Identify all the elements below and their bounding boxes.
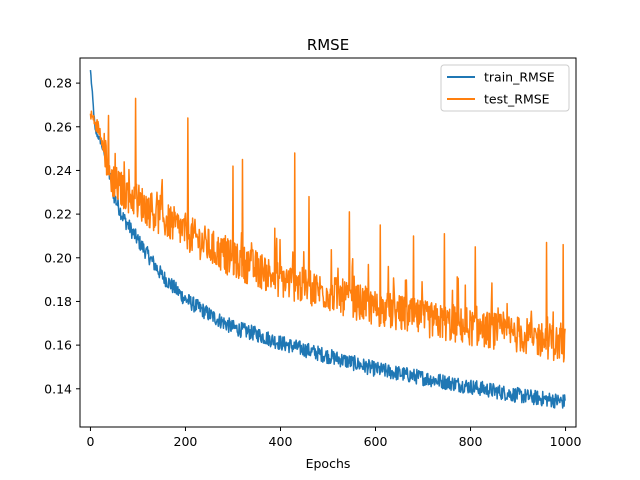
legend: train_RMSE test_RMSE bbox=[440, 64, 570, 112]
x-axis: 0 200 400 600 800 1000 bbox=[86, 427, 582, 449]
y-tick-label: 0.24 bbox=[44, 163, 72, 178]
x-tick-label: 400 bbox=[269, 434, 293, 449]
y-axis: 0.14 0.16 0.18 0.20 0.22 0.24 0.26 0.28 bbox=[44, 76, 80, 396]
series-line-train-rmse bbox=[89, 69, 566, 409]
axes-frame bbox=[79, 57, 577, 428]
legend-label-train-rmse: train_RMSE bbox=[484, 70, 555, 85]
y-tick-label: 0.20 bbox=[44, 250, 72, 265]
y-tick-label: 0.26 bbox=[44, 119, 72, 134]
x-tick-label: 600 bbox=[364, 434, 388, 449]
x-tick-label: 0 bbox=[86, 434, 94, 449]
x-tick-label: 200 bbox=[174, 434, 198, 449]
y-tick-label: 0.14 bbox=[44, 381, 72, 396]
x-tick-label: 1000 bbox=[550, 434, 582, 449]
y-tick-label: 0.28 bbox=[44, 76, 72, 91]
legend-label-test-rmse: test_RMSE bbox=[484, 92, 550, 107]
y-tick-label: 0.22 bbox=[44, 207, 72, 222]
y-tick-label: 0.18 bbox=[44, 294, 72, 309]
x-axis-label: Epochs bbox=[306, 456, 351, 471]
series-line-test-rmse bbox=[89, 97, 566, 363]
chart-title: RMSE bbox=[307, 36, 349, 54]
x-tick-label: 800 bbox=[459, 434, 483, 449]
plot-area bbox=[89, 69, 566, 409]
y-tick-label: 0.16 bbox=[44, 338, 72, 353]
